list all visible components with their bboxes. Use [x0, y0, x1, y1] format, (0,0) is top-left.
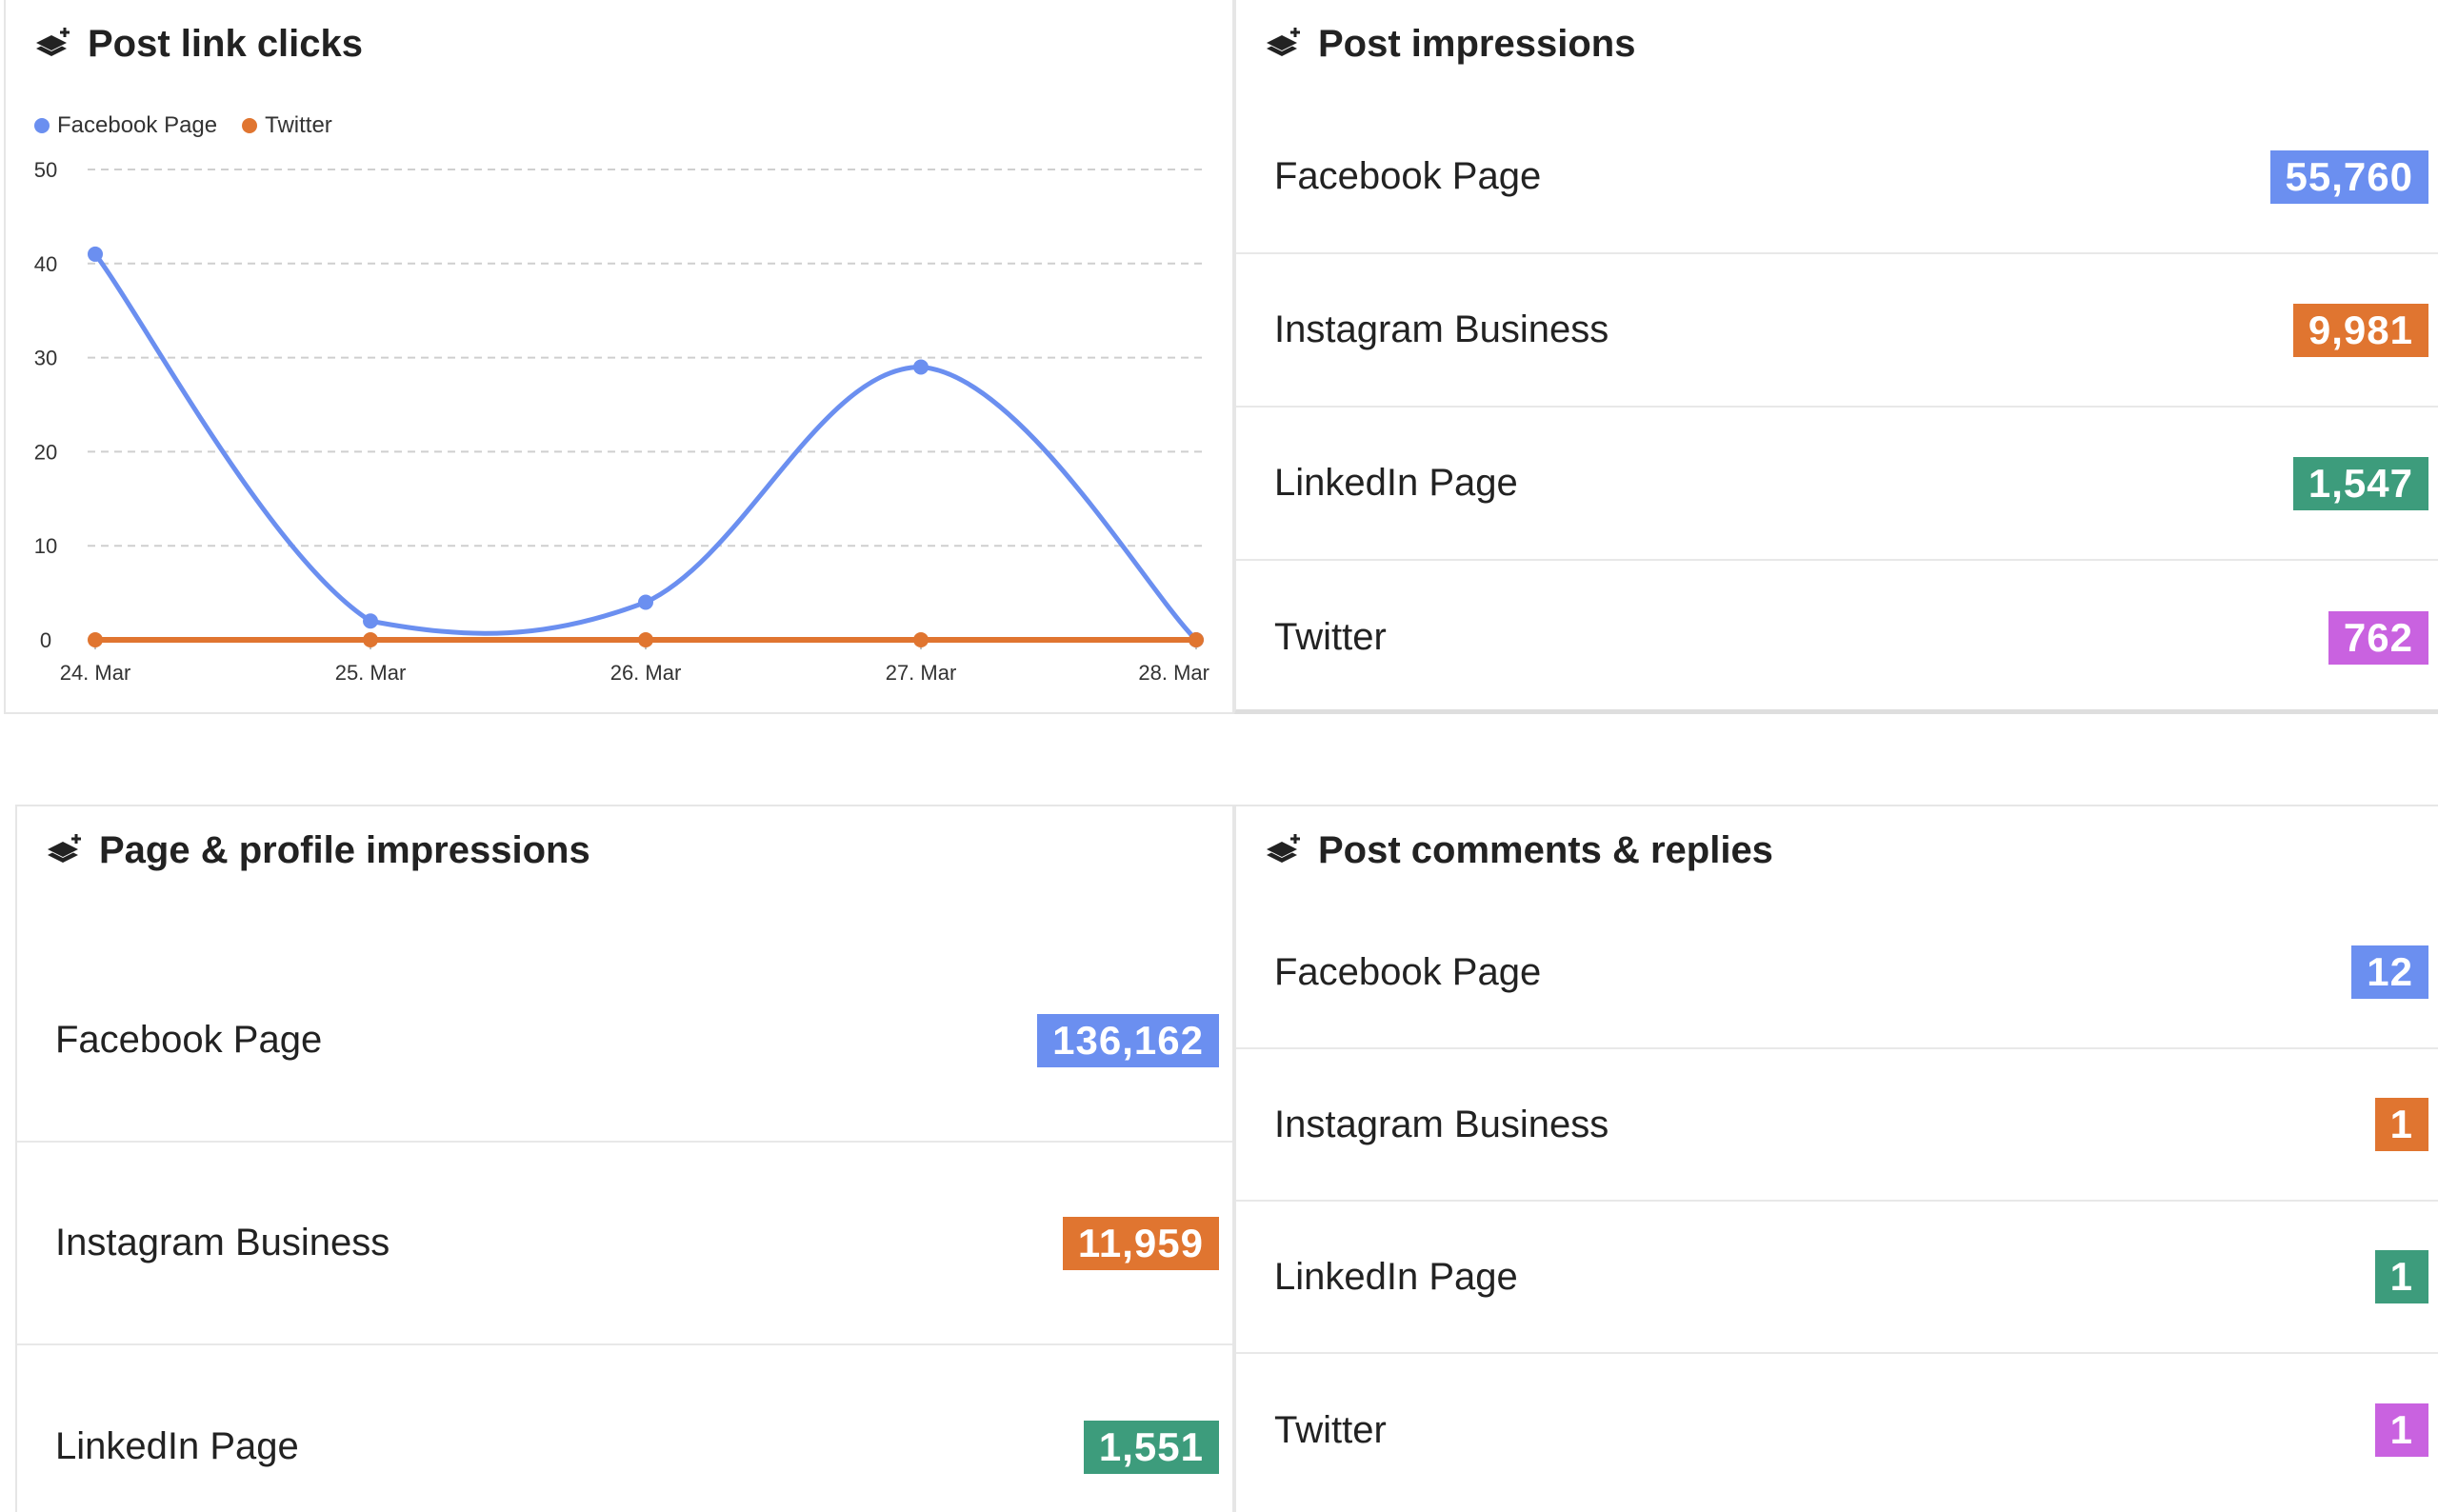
stat-value-badge: 55,760: [2269, 149, 2428, 204]
stat-label: LinkedIn Page: [1274, 1255, 1518, 1298]
data-point: [88, 632, 103, 647]
stat-value-badge: 136,162: [1037, 1013, 1219, 1067]
panel-title: Post comments & replies: [1318, 829, 1773, 871]
stat-value-badge: 1,551: [1083, 1420, 1219, 1474]
stat-label: Instagram Business: [1274, 1103, 1609, 1145]
stat-value-badge: 1,547: [2292, 456, 2428, 510]
x-tick-label: 26. Mar: [610, 661, 682, 685]
stat-row-linkedin-page[interactable]: LinkedIn Page 1: [1236, 1202, 2438, 1354]
panel-header: Page & profile impressions: [44, 829, 590, 872]
layers-plus-icon[interactable]: [44, 830, 86, 872]
stat-label: Twitter: [1274, 1408, 1387, 1451]
stat-row-instagram-business[interactable]: Instagram Business 9,981: [1236, 254, 2438, 408]
stat-label: Facebook Page: [55, 1019, 323, 1061]
stat-value-badge: 9,981: [2292, 303, 2428, 357]
stat-value-badge: 11,959: [1062, 1216, 1219, 1270]
x-tick-label: 25. Mar: [335, 661, 407, 685]
stat-value-badge: 1: [2374, 1250, 2428, 1303]
stat-row-twitter[interactable]: Twitter 762: [1236, 561, 2438, 714]
data-point: [913, 359, 929, 375]
data-point: [638, 632, 653, 647]
legend-label: Twitter: [265, 112, 332, 138]
legend-item[interactable]: Twitter: [242, 112, 332, 139]
stat-label: Instagram Business: [1274, 308, 1609, 350]
y-tick-label: 20: [34, 440, 57, 464]
stat-row-twitter[interactable]: Twitter 1: [1236, 1354, 2438, 1506]
y-tick-label: 50: [34, 158, 57, 182]
x-tick-label: 28. Mar: [1138, 661, 1209, 685]
stat-label: Twitter: [1274, 616, 1387, 658]
chart-legend: Facebook Page Twitter: [34, 112, 332, 139]
page-profile-impressions-panel: Page & profile impressions Facebook Page…: [15, 805, 1234, 1512]
stat-value-badge: 1: [2374, 1403, 2428, 1457]
legend-item[interactable]: Facebook Page: [34, 112, 217, 139]
post-link-clicks-panel: Post link clicks Facebook Page Twitter 0 1…: [4, 0, 1234, 714]
stat-row-linkedin-page[interactable]: LinkedIn Page 1,551: [17, 1345, 1232, 1512]
x-tick-label: 24. Mar: [60, 661, 131, 685]
stat-row-facebook-page[interactable]: Facebook Page 12: [1236, 897, 2438, 1049]
y-tick-label: 10: [34, 534, 57, 558]
stat-row-instagram-business[interactable]: Instagram Business 11,959: [17, 1143, 1232, 1345]
layers-plus-icon[interactable]: [1263, 830, 1305, 872]
layers-plus-icon[interactable]: [32, 24, 74, 66]
data-point: [1189, 632, 1204, 647]
y-tick-label: 30: [34, 347, 57, 370]
layers-plus-icon[interactable]: [1263, 24, 1305, 66]
data-point: [88, 246, 103, 262]
legend-label: Facebook Page: [57, 112, 218, 138]
post-impressions-panel: Post impressions Facebook Page 55,760 Inst…: [1234, 0, 2438, 714]
link-clicks-chart: 0 10 20 30 40 50 24. Mar 25. Mar 26. Mar 27. Mar 2…: [34, 158, 1209, 685]
stat-label: LinkedIn Page: [55, 1425, 299, 1467]
stat-row-instagram-business[interactable]: Instagram Business 1: [1236, 1049, 2438, 1202]
series-line-facebook-page: [92, 251, 1199, 643]
panel-header: Post link clicks: [32, 23, 363, 66]
data-point: [913, 632, 929, 647]
panel-header: Post comments & replies: [1263, 829, 1773, 872]
panel-header: Post impressions: [1263, 23, 1635, 66]
data-point: [363, 613, 378, 629]
panel-title: Post impressions: [1318, 23, 1636, 65]
panel-title: Post link clicks: [88, 23, 364, 65]
data-point: [363, 632, 378, 647]
legend-dot: [34, 118, 50, 133]
stat-label: LinkedIn Page: [1274, 462, 1518, 504]
stat-row-facebook-page[interactable]: Facebook Page 55,760: [1236, 101, 2438, 254]
y-tick-label: 0: [40, 628, 51, 652]
stat-row-linkedin-page[interactable]: LinkedIn Page 1,547: [1236, 408, 2438, 561]
stat-label: Instagram Business: [55, 1222, 390, 1263]
stat-value-badge: 12: [2351, 945, 2428, 999]
post-comments-replies-panel: Post comments & replies Facebook Page 12 I…: [1234, 805, 2438, 1512]
stat-label: Facebook Page: [1274, 950, 1542, 993]
stat-row-facebook-page[interactable]: Facebook Page 136,162: [17, 940, 1232, 1143]
y-tick-label: 40: [34, 252, 57, 276]
stat-label: Facebook Page: [1274, 155, 1542, 197]
stat-value-badge: 762: [2328, 610, 2428, 665]
stat-value-badge: 1: [2374, 1098, 2428, 1151]
x-tick-label: 27. Mar: [886, 661, 957, 685]
data-point: [638, 594, 653, 610]
legend-dot: [242, 118, 258, 133]
panel-title: Page & profile impressions: [99, 829, 590, 871]
